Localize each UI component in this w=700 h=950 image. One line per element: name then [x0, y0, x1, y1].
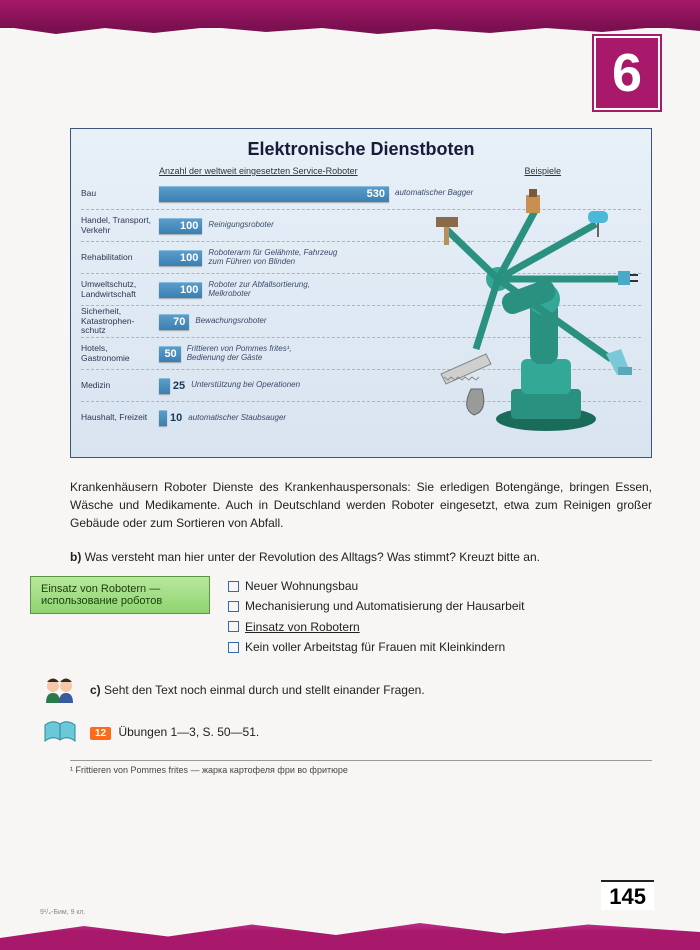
checklist: Neuer WohnungsbauMechanisierung und Auto… — [228, 576, 652, 658]
question-b-marker: b) — [70, 550, 81, 564]
checklist-item-text: Einsatz von Robotern — [245, 617, 360, 637]
checkbox[interactable] — [228, 642, 239, 653]
chart-row-label: Umweltschutz, Landwirtschaft — [81, 280, 159, 299]
exercise-content: 12 Übungen 1—3, S. 50—51. — [90, 725, 259, 739]
chart-example-label: Roboterarm für Gelähmte, Fahrzeug zum Fü… — [208, 249, 338, 267]
page-number: 145 — [601, 880, 654, 910]
chart-row-label: Handel, Transport, Verkehr — [81, 216, 159, 235]
workbook-icon — [40, 718, 80, 746]
footnote: ¹ Frittieren von Pommes frites — жарка к… — [70, 760, 652, 775]
chart-row-label: Bau — [81, 189, 159, 198]
glossary-box: Einsatz von Robotern — использование роб… — [30, 576, 210, 614]
chart-example-label: automatischer Staubsauger — [188, 414, 286, 423]
chart-bar — [159, 410, 167, 426]
checklist-item-text: Neuer Wohnungsbau — [245, 576, 358, 596]
chart-row-label: Haushalt, Freizeit — [81, 413, 159, 422]
chart-row-label: Medizin — [81, 381, 159, 390]
page-top-banner — [0, 0, 700, 28]
pairwork-icon — [40, 676, 80, 704]
question-c-row: c) Seht den Text noch einmal durch und s… — [40, 676, 652, 704]
chart-bar: 100 — [159, 282, 202, 298]
checklist-item: Kein voller Arbeitstag für Frauen mit Kl… — [228, 637, 652, 657]
chart-bar: 100 — [159, 218, 202, 234]
chart-bar: 50 — [159, 346, 181, 362]
chart-example-label: Reinigungsroboter — [208, 221, 273, 230]
chart-bar-value: 25 — [173, 380, 185, 392]
question-c-content: c) Seht den Text noch einmal durch und s… — [90, 683, 425, 697]
chart-bar: 530 — [159, 186, 389, 202]
exercise-row: 12 Übungen 1—3, S. 50—51. — [40, 718, 652, 746]
chart-bar — [159, 378, 170, 394]
checklist-item-text: Kein voller Arbeitstag für Frauen mit Kl… — [245, 637, 505, 657]
exercise-text: Übungen 1—3, S. 50—51. — [118, 725, 259, 739]
chart-title: Elektronische Dienstboten — [81, 139, 641, 160]
print-signature: 9¹/₄-Бим, 9 кл. — [40, 909, 86, 916]
question-b: b) Was versteht man hier unter der Revol… — [70, 548, 652, 566]
chart-row-label: Hotels, Gastronomie — [81, 344, 159, 363]
chart-subtitle-left: Anzahl der weltweit eingesetzten Service… — [159, 166, 358, 176]
chart-row-label: Rehabilitation — [81, 253, 159, 262]
chart-example-label: Unterstützung bei Operationen — [191, 381, 300, 390]
body-paragraph: Krankenhäusern Roboter Dienste des Krank… — [70, 478, 652, 532]
chart-bar: 100 — [159, 250, 202, 266]
chart-row-label: Sicherheit, Katastrophen-schutz — [81, 307, 159, 335]
checklist-item-text: Mechanisierung und Automatisierung der H… — [245, 596, 525, 616]
exercise-badge: 12 — [90, 727, 111, 740]
gloss-ru: использование роботов — [41, 595, 199, 607]
question-c-text: Seht den Text noch einmal durch und stel… — [104, 683, 425, 697]
chapter-number-badge: 6 — [594, 36, 660, 110]
checklist-block: Einsatz von Robotern — использование роб… — [70, 576, 652, 658]
robot-arm-illustration — [426, 189, 641, 439]
checklist-item: Einsatz von Robotern — [228, 617, 652, 637]
page-bottom-banner — [0, 920, 700, 950]
checkbox[interactable] — [228, 601, 239, 612]
chart-example-label: Frittieren von Pommes frites¹, Bedienung… — [187, 345, 317, 363]
chart-bar: 70 — [159, 314, 189, 330]
chart-subtitle-row: Anzahl der weltweit eingesetzten Service… — [81, 166, 641, 176]
page-content: Elektronische Dienstboten Anzahl der wel… — [0, 28, 700, 775]
checkbox[interactable] — [228, 581, 239, 592]
question-c-marker: c) — [90, 683, 101, 697]
checkbox[interactable] — [228, 621, 239, 632]
service-robots-chart: Elektronische Dienstboten Anzahl der wel… — [70, 128, 652, 458]
gloss-de: Einsatz von Robotern — — [41, 583, 199, 595]
chart-example-label: Roboter zur Abfallsortierung, Melkrobote… — [208, 281, 338, 299]
chart-example-label: Bewachungsroboter — [195, 317, 266, 326]
chart-subtitle-right: Beispiele — [524, 166, 561, 176]
chart-bar-value: 10 — [170, 412, 182, 424]
checklist-item: Neuer Wohnungsbau — [228, 576, 652, 596]
question-b-text: Was versteht man hier unter der Revoluti… — [85, 550, 540, 564]
checklist-item: Mechanisierung und Automatisierung der H… — [228, 596, 652, 616]
